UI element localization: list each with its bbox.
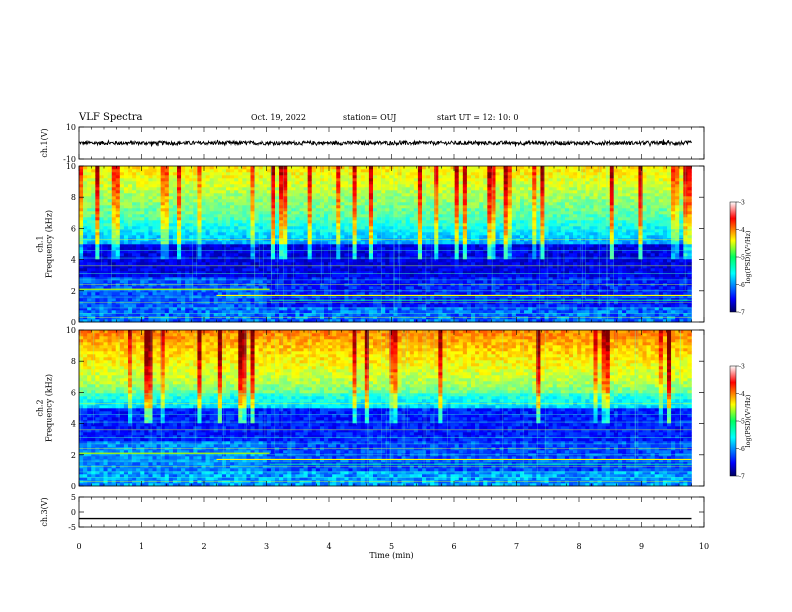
ch1-waveform-line: [79, 139, 692, 146]
x-tick-label: 1: [139, 542, 144, 551]
y-tick-label: 4: [71, 256, 76, 265]
x-tick-label: 0: [76, 542, 81, 551]
colorbar-label: log(PSD)(V²/Hz): [744, 394, 752, 447]
colorbar: [730, 202, 736, 312]
y-axis-label: ch.1: [36, 235, 45, 252]
y-tick-label: 8: [71, 193, 76, 202]
y-axis-label: Frequency (kHz): [45, 374, 54, 442]
vlf-spectra-figure: 10-10ch.1(V)0246810ch.1 Frequency (kHz)-3…: [0, 0, 792, 612]
y-axis-label: ch.3(V): [40, 497, 49, 526]
colorbar-tick-label: -3: [739, 200, 745, 207]
x-tick-label: 6: [451, 542, 456, 551]
y-axis-label: Frequency (kHz): [45, 210, 54, 278]
x-tick-label: 2: [201, 542, 206, 551]
y-tick-label: 6: [71, 224, 76, 233]
x-axis-label: Time (min): [369, 551, 413, 560]
y-tick-label: 4: [71, 420, 76, 429]
y-tick-label: 10: [66, 123, 76, 132]
ch2-spectrogram: [79, 330, 692, 486]
y-tick-label: 8: [71, 357, 76, 366]
x-tick-label: 3: [264, 542, 269, 551]
y-tick-label: 10: [66, 326, 76, 335]
colorbar-tick-label: -3: [739, 364, 745, 371]
x-tick-label: 8: [576, 542, 581, 551]
ch1-spectrogram: [79, 166, 692, 322]
y-axis-label: ch.2: [36, 399, 45, 416]
x-tick-label: 9: [639, 542, 644, 551]
y-tick-label: 10: [66, 162, 76, 171]
x-tick-label: 10: [699, 542, 709, 551]
y-tick-label: 2: [71, 451, 76, 460]
colorbar-tick-label: -7: [739, 474, 745, 481]
y-tick-label: 2: [71, 287, 76, 296]
x-tick-label: 4: [326, 542, 331, 551]
colorbar-tick-label: -7: [739, 310, 745, 317]
x-tick-label: 5: [389, 542, 394, 551]
y-axis-label: ch.1(V): [40, 128, 49, 157]
y-tick-label: 5: [71, 493, 76, 502]
y-tick-label: -5: [68, 523, 76, 532]
colorbar: [730, 366, 736, 476]
y-tick-label: 0: [71, 508, 76, 517]
y-tick-label: 0: [71, 482, 76, 491]
x-tick-label: 7: [514, 542, 519, 551]
colorbar-label: log(PSD)(V²/Hz): [744, 230, 752, 283]
y-tick-label: 6: [71, 388, 76, 397]
